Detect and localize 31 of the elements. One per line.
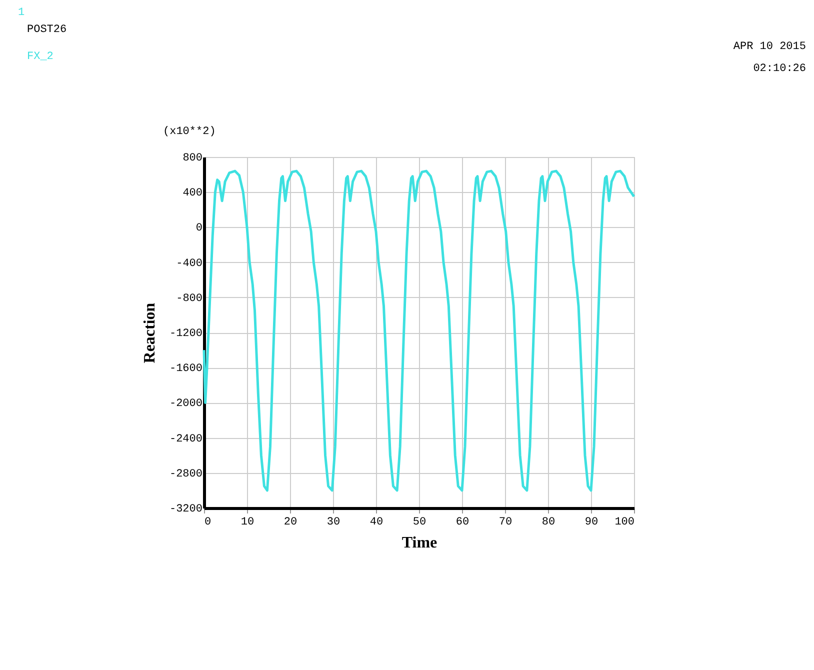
text: (x10**2) [163,126,216,138]
text: 02:10:26 [753,63,806,75]
y-tick-label: -400 [176,258,202,270]
text: FX_2 [27,51,54,63]
x-tick-label: 10 [240,516,254,528]
x-tick-label: 50 [412,516,426,528]
y-tick-label: 0 [196,222,202,235]
y-tick-label: -2400 [169,433,202,446]
y-tick-label: -2800 [169,468,202,480]
y-tick-label: -800 [176,292,202,305]
x-tick-label: 100 [614,516,634,528]
y-tick-label: -1600 [169,363,202,376]
x-tick-label: 60 [456,516,470,528]
x-tick-label: 0 [204,516,212,528]
y-tick-label: -3200 [169,504,202,516]
y-tick-label: -2000 [169,398,202,410]
y-tick-label: -1200 [169,328,202,340]
line-series [202,170,636,492]
text: APR 10 2015 [733,41,806,53]
y-tick-label: 800 [182,152,202,164]
y-axis-title: Reaction [141,302,158,364]
x-tick-label: 80 [542,516,556,528]
x-tick-label: 90 [584,516,598,528]
text: POST26 [27,24,67,36]
x-tick-label: 70 [498,516,512,528]
y-tick-label: 400 [182,188,202,200]
x-tick-label: 30 [326,516,340,528]
text: 1 [18,7,25,19]
x-tick-label: 40 [370,516,384,528]
x-axis-title: Time [402,534,438,552]
x-tick-label: 20 [284,516,298,528]
